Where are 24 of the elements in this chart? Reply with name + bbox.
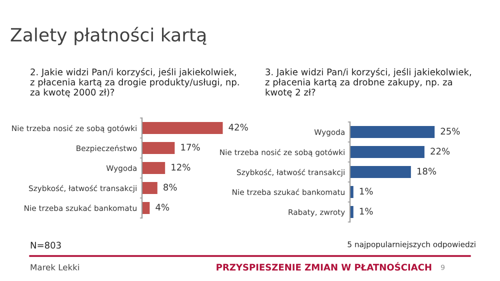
data-label: 1% — [360, 188, 373, 195]
bar — [142, 142, 175, 154]
data-label: 4% — [156, 204, 170, 211]
text: Marek Lekki — [30, 264, 79, 270]
data-label: 17% — [181, 144, 200, 151]
data-label: 18% — [417, 168, 436, 175]
chart-subtitle: 2. Jakie widzi Pan/i korzyści, jeśli jakiekolwiek, z płacenia kartą za drogie produkty/usługi, np. za kwotę 2000 zł)? — [30, 68, 239, 98]
bar — [142, 122, 223, 134]
bar — [142, 182, 158, 194]
bar — [142, 202, 150, 214]
bar — [350, 166, 411, 178]
data-label: 12% — [172, 164, 190, 171]
bar — [350, 126, 435, 138]
text: PRZYSPIESZENIE ZMIAN W PŁATNOŚCIACH — [216, 262, 432, 271]
data-label: 25% — [440, 128, 460, 135]
bar — [350, 146, 424, 158]
chart-title: Zalety płatności kartą — [10, 26, 206, 46]
bar — [142, 162, 166, 174]
text: N=803 — [30, 242, 61, 249]
chart-title: 3. Jakie widzi Pan/i korzyści, jeśli jakiekolwiek, z płacenia kartą za drobne zakupy, np. za kwotę 2 zł? — [265, 68, 471, 98]
data-label: 22% — [430, 148, 450, 155]
data-label: 8% — [164, 184, 177, 191]
data-label: 42% — [228, 124, 248, 131]
data-label: 1% — [360, 208, 373, 215]
